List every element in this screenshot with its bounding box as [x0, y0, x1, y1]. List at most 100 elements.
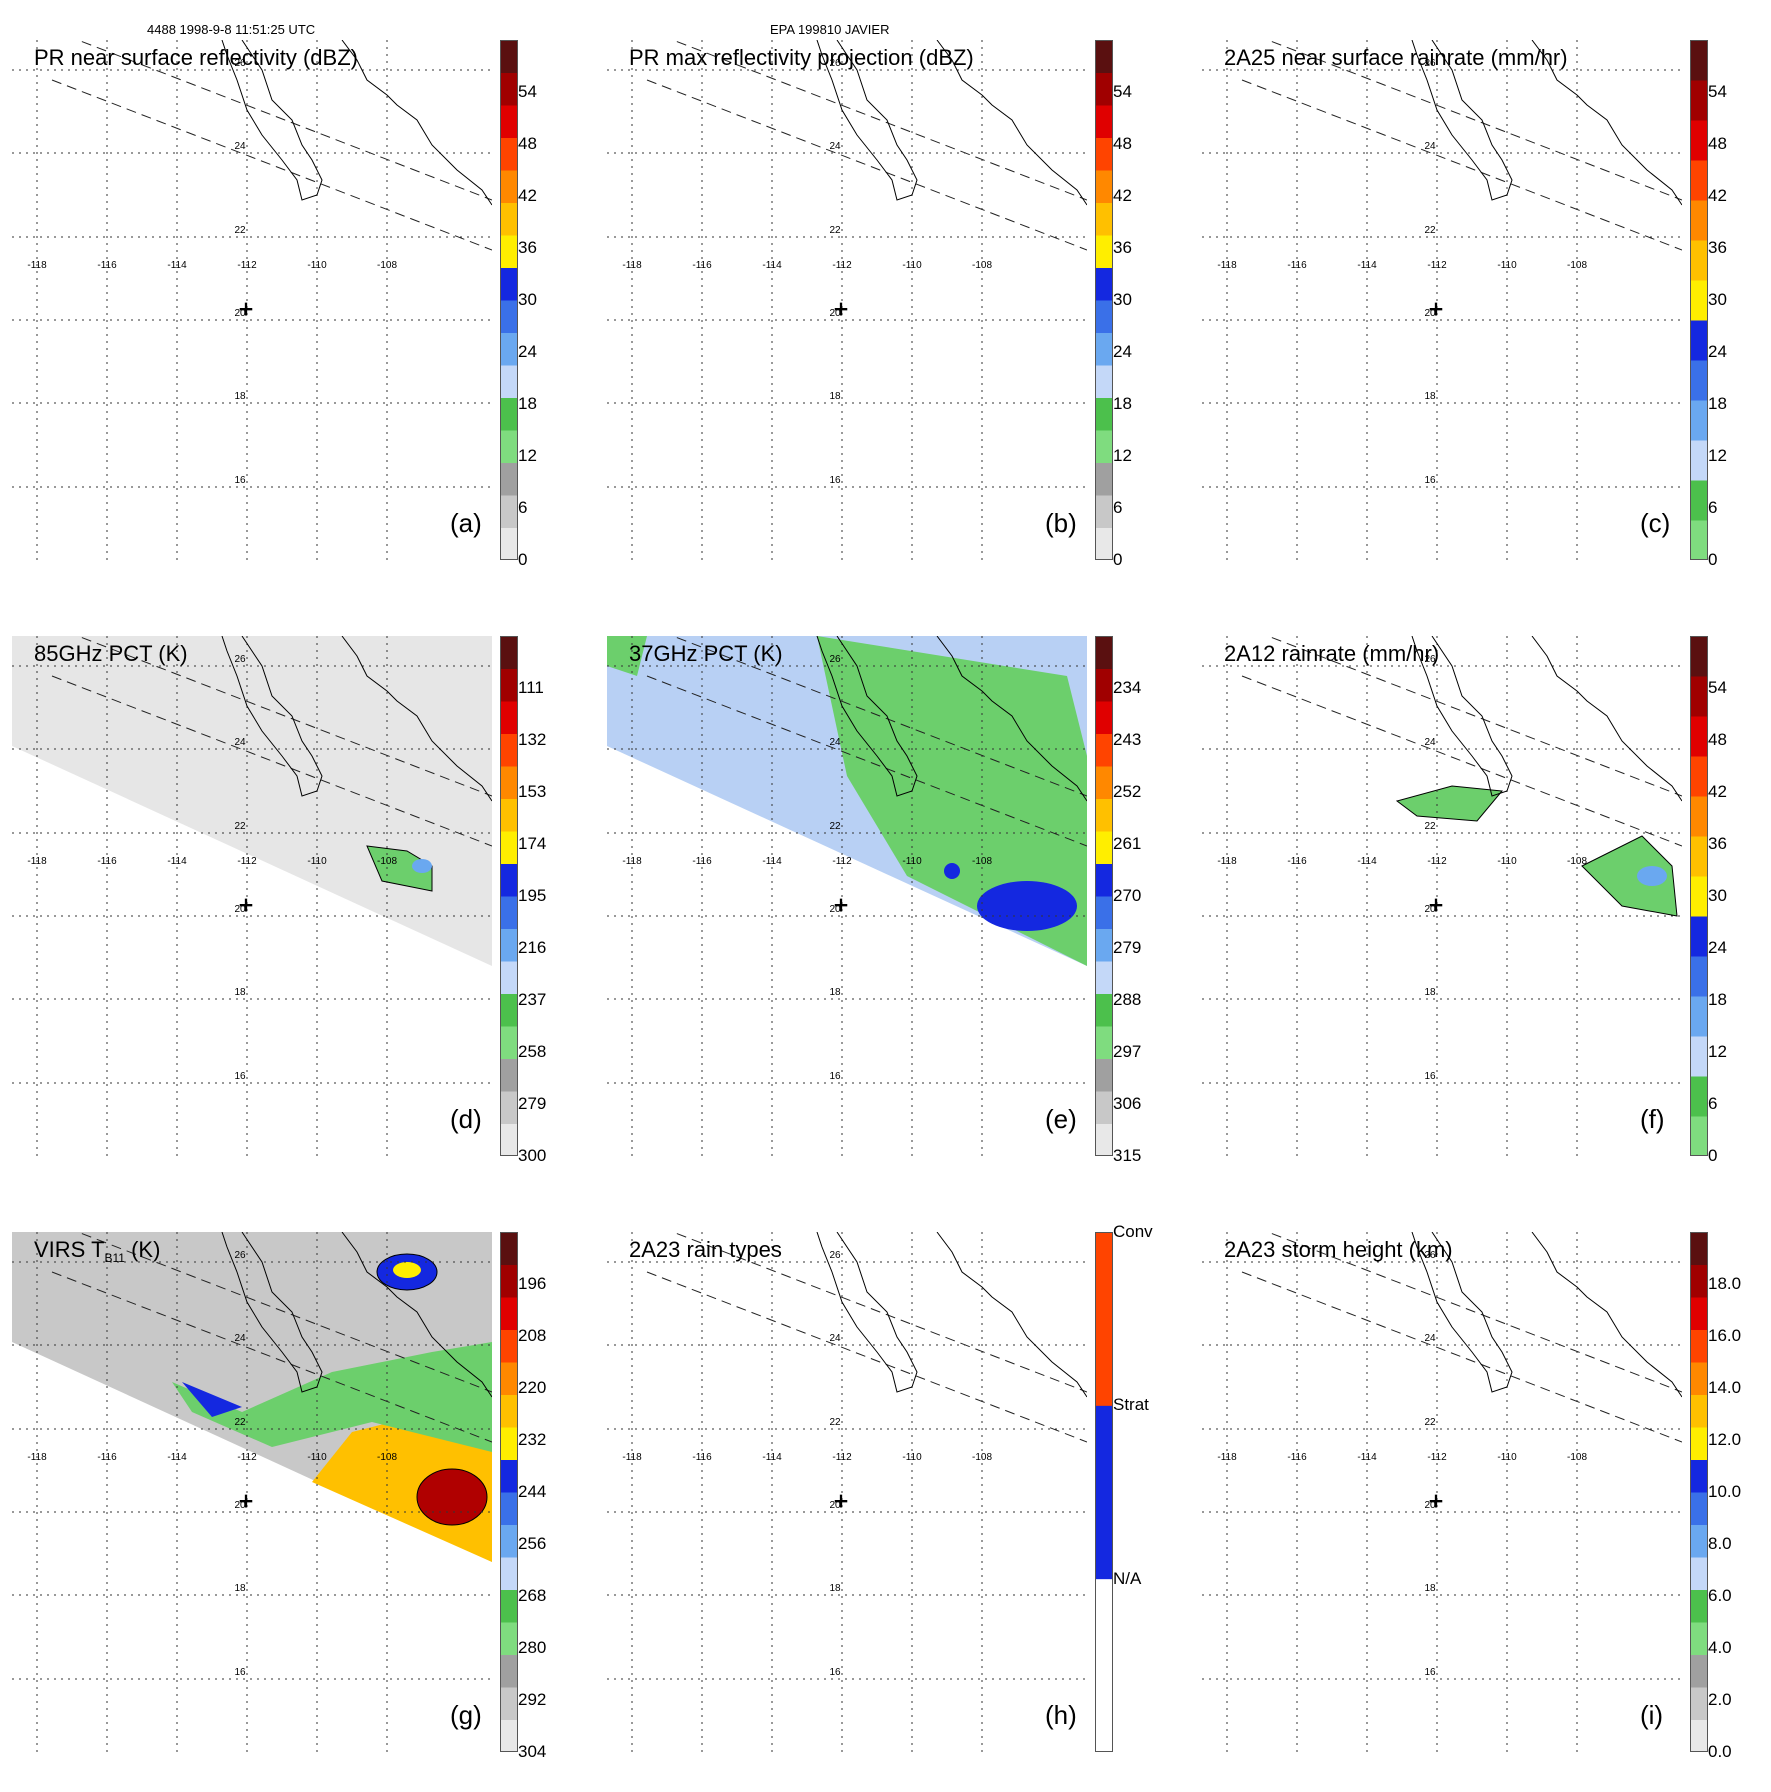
lat-label: 24 — [829, 1333, 841, 1344]
colorbar-segment — [1095, 235, 1113, 268]
colorbar-segment — [500, 1362, 518, 1395]
lon-label: -116 — [1287, 856, 1307, 867]
lat-label: 20 — [1424, 1500, 1436, 1511]
panel-f: + -118 -116 -114 -112 -110 -108 26 24 22 20 18 16 2A1… — [1202, 636, 1757, 1196]
colorbar-tick: 18.0 — [1708, 1274, 1742, 1293]
colorbar-tick: 6 — [1708, 498, 1718, 517]
lon-label: -108 — [972, 1452, 992, 1463]
colorbar-segment — [500, 733, 518, 767]
colorbar-segment — [500, 928, 518, 962]
lon-label: -112 — [832, 1452, 852, 1463]
cold-core — [977, 881, 1077, 931]
mainland-coastline — [341, 40, 492, 206]
panel-c: + -118 -116 -114 -112 -110 -108 26 24 22 20 18 16 2A2… — [1202, 40, 1757, 600]
colorbar-segment — [1690, 1524, 1708, 1558]
colorbar-tick: 0 — [1708, 550, 1718, 569]
lon-label: -116 — [692, 1452, 712, 1463]
colorbar-segment — [1690, 636, 1708, 677]
map-b: + -118 -116 -114 -112 -110 -108 26 24 22 20 18 16 — [607, 40, 1087, 560]
title-main: VIRS T — [34, 1237, 105, 1262]
colorbar-segment — [500, 72, 518, 106]
colorbar-tick: 30 — [1113, 290, 1132, 309]
baja-coastline — [816, 636, 918, 797]
map-g: + -118 -116 -114 -112 -110 -108 26 24 22 20 18 16 — [12, 1232, 492, 1752]
colorbar-tick: 18 — [518, 394, 537, 413]
colorbar-ramp — [500, 40, 518, 560]
colorbar-segment — [500, 766, 518, 799]
colorbar-segment — [500, 798, 518, 832]
colorbar-tick: 36 — [518, 238, 537, 257]
colorbar-tick: 42 — [1708, 782, 1727, 801]
lat-label: 24 — [829, 737, 841, 748]
colorbar-tick: 132 — [518, 730, 547, 749]
lat-label: 22 — [829, 1417, 841, 1428]
panel-title: 2A12 rainrate (mm/hr) — [1224, 641, 1440, 666]
panel-title: 37GHz PCT (K) — [629, 641, 783, 666]
colorbar-tick: 297 — [1113, 1042, 1142, 1061]
colorbar-segment — [500, 1427, 518, 1460]
colorbar-segment — [500, 332, 518, 366]
colorbar-tick: 8.0 — [1708, 1534, 1732, 1553]
title-subscript: B11 — [104, 1251, 125, 1265]
lon-label: -118 — [622, 856, 642, 867]
colorbar-segment — [1095, 701, 1113, 734]
lon-label: -108 — [377, 260, 397, 271]
colorbar-frame — [1690, 1232, 1708, 1752]
swath-edge — [51, 1271, 492, 1443]
colorbar-segment — [500, 1123, 518, 1156]
colorbar-segment — [1690, 1589, 1708, 1623]
lat-label: 22 — [1424, 225, 1436, 236]
colorbar-segment — [500, 137, 518, 171]
panel-a: + -118 -116 -114 -112 -110 -108 26 24 22 20 18 16 PR … — [12, 40, 567, 600]
swath-edge — [1241, 79, 1682, 251]
lat-label: 26 — [1424, 58, 1436, 69]
mainland-coastline — [1531, 40, 1682, 206]
storm-center-marker: + — [833, 893, 850, 917]
colorbar-segment — [500, 40, 518, 73]
lat-label: 20 — [1424, 308, 1436, 319]
colorbar-segment — [1095, 1578, 1113, 1752]
colorbar-segment — [1690, 836, 1708, 877]
colorbar-segment — [500, 863, 518, 897]
colorbar-segment — [1690, 360, 1708, 401]
colorbar-tick: 36 — [1708, 834, 1727, 853]
colorbar-segment — [1095, 831, 1113, 864]
lat-label: 26 — [829, 654, 841, 665]
colorbar-segment — [1690, 160, 1708, 201]
colorbar-segment — [500, 831, 518, 864]
colorbar-tick: 153 — [518, 782, 547, 801]
colorbar: 54 48 42 36 30 24 18 12 6 0 — [500, 40, 570, 570]
colorbar-segment — [500, 668, 518, 702]
swath-edge — [1241, 675, 1682, 847]
lon-label: -118 — [27, 1452, 47, 1463]
lat-label: 26 — [234, 58, 246, 69]
colorbar-segment — [1690, 996, 1708, 1037]
swath-edge — [51, 79, 492, 251]
colorbar-segment — [500, 1091, 518, 1124]
panel-e: + -118 -116 -114 -112 -110 -108 26 24 22 20 18 16 37G… — [607, 636, 1162, 1196]
colorbar-frame — [1095, 636, 1113, 1156]
colorbar-tick: 48 — [518, 134, 537, 153]
colorbar-tick: 30 — [1708, 290, 1727, 309]
panel-title: 2A23 rain types — [629, 1237, 782, 1262]
mainland-coastline — [936, 40, 1087, 206]
colorbar-segment — [1095, 961, 1113, 994]
lon-label: -116 — [692, 856, 712, 867]
lon-label: -118 — [1217, 1452, 1237, 1463]
storm-center-marker: + — [238, 1489, 255, 1513]
colorbar-tick: 48 — [1113, 134, 1132, 153]
panel-g: + -118 -116 -114 -112 -110 -108 26 24 22 20 18 16 VIR… — [12, 1232, 567, 1792]
colorbar-segment — [1690, 200, 1708, 241]
colorbar-segment — [500, 1297, 518, 1330]
colorbar-segment — [500, 636, 518, 669]
colorbar-segment — [1095, 40, 1113, 73]
lat-label: 18 — [829, 391, 841, 402]
colorbar-ramp — [1690, 40, 1708, 560]
lon-label: -118 — [622, 260, 642, 271]
colorbar-tick: 256 — [518, 1534, 547, 1553]
cloud-band-cold — [182, 1382, 242, 1417]
colorbar-tick: 10.0 — [1708, 1482, 1742, 1501]
colorbar-tick: 243 — [1113, 730, 1142, 749]
lat-label: 16 — [234, 475, 246, 486]
lon-label: -110 — [902, 856, 922, 867]
